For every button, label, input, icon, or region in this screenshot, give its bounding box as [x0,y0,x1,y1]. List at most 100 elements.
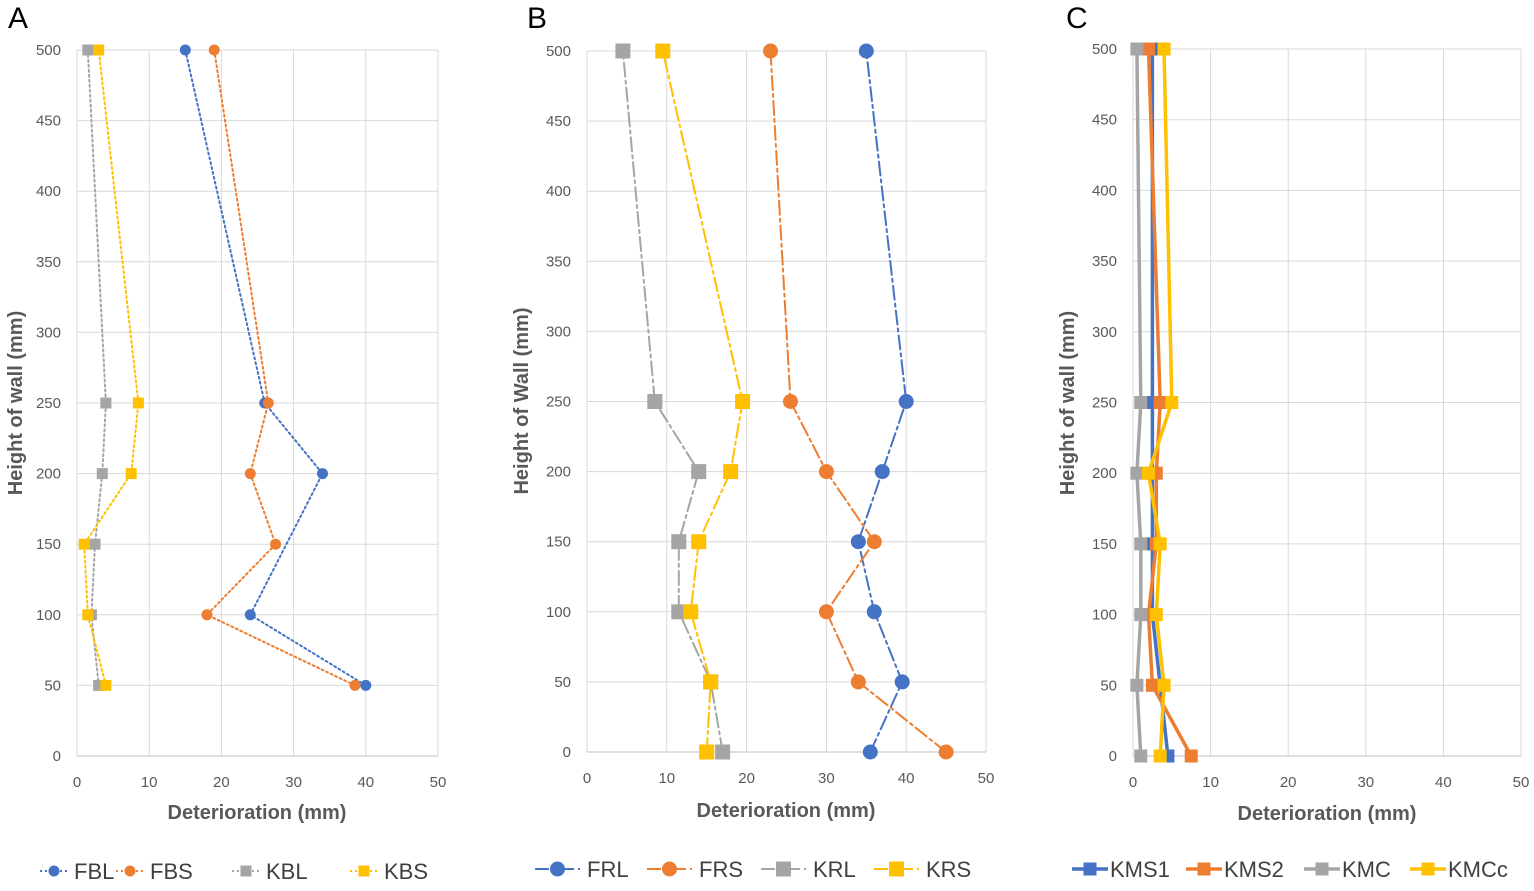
data-point [671,534,687,550]
data-point [1134,396,1148,409]
legend-marker [1197,862,1211,876]
legend-item-kms1: KMS1 [1072,857,1170,882]
x-tick-label: 30 [818,770,835,787]
data-point [691,534,707,550]
panel-letter: C [1066,2,1088,35]
data-point [850,534,866,550]
x-tick-label: 50 [430,774,447,791]
data-point [938,744,954,760]
x-tick-label: 10 [141,774,158,791]
legend-marker [889,861,904,877]
x-axis-title: Deterioration (mm) [168,802,347,824]
x-tick-label: 50 [978,770,995,787]
y-tick-label: 100 [1092,607,1117,624]
series-frl [850,43,914,760]
data-point [723,464,739,480]
y-tick-label: 50 [1100,677,1117,694]
x-axis-title: Deterioration (mm) [697,800,876,822]
data-point [1130,678,1144,692]
data-point [125,468,137,480]
series-line [206,49,356,687]
y-tick-label: 150 [546,534,571,551]
y-tick-label: 50 [554,674,571,691]
data-point [100,397,112,409]
y-tick-label: 200 [36,466,61,483]
data-point [894,674,910,690]
data-point [850,674,866,690]
legend-label: KMS2 [1224,857,1284,882]
legend-label: KMC [1342,857,1391,882]
legend-label: KRS [926,857,971,882]
data-point [1142,466,1156,480]
panel-letter: B [527,2,547,35]
data-point [647,394,663,409]
legend-marker [358,865,370,877]
legend-label: FBS [150,859,193,884]
data-point [1165,396,1179,409]
y-tick-label: 150 [1092,536,1117,553]
data-point [1130,42,1144,56]
legend-item-krl: KRL [761,857,856,882]
series-kbs [78,44,144,691]
y-tick-label: 100 [36,607,61,624]
x-tick-label: 50 [1513,774,1530,791]
y-tick-label: 100 [546,604,571,621]
data-point [82,44,94,56]
y-tick-label: 250 [1092,395,1117,412]
data-point [89,538,101,550]
y-tick-label: 400 [546,183,571,200]
y-tick-label: 350 [1092,253,1117,270]
legend-label: FBL [74,859,114,884]
legend-marker [662,861,677,877]
data-point [763,43,779,59]
data-point [874,464,890,480]
series-line [83,49,140,687]
data-point [132,397,144,409]
y-axis-title: Height of Wall (mm) [511,307,533,494]
data-point [683,604,699,620]
y-tick-label: 200 [1092,465,1117,482]
y-tick-label: 300 [36,324,61,341]
series-fbl [179,44,372,691]
y-tick-label: 500 [1092,41,1117,58]
data-point [100,679,112,691]
y-tick-label: 450 [1092,112,1117,129]
legend-item-frs: FRS [647,857,743,882]
y-axis-title: Height of wall (mm) [5,311,27,495]
data-point [1134,749,1148,763]
y-tick-label: 500 [546,43,571,60]
x-tick-label: 20 [738,770,755,787]
data-point [655,43,671,59]
data-point [270,538,282,550]
data-point [78,538,90,550]
legend-item-kmc: KMC [1304,857,1391,882]
data-point [862,744,878,760]
y-tick-label: 0 [53,748,61,765]
x-tick-label: 20 [213,774,230,791]
data-point [866,604,882,620]
legend-item-fbs: FBS [116,859,193,884]
legend-marker [776,861,791,877]
data-point [262,397,274,409]
data-point [1153,396,1167,409]
data-point [1153,749,1167,763]
y-tick-label: 350 [546,253,571,270]
legend-label: KRL [813,857,856,882]
data-point [179,44,191,56]
data-point [691,464,707,480]
data-point [1157,678,1171,692]
y-tick-label: 450 [36,113,61,130]
x-tick-label: 30 [285,774,302,791]
data-point [715,744,731,760]
series-kbl [82,44,112,691]
x-tick-label: 40 [357,774,374,791]
data-point [898,394,914,409]
legend-marker [48,865,60,877]
legend-label: KMS1 [1110,857,1170,882]
data-point [316,468,328,480]
data-point [703,674,719,690]
data-point [1145,678,1159,692]
data-point [671,604,687,620]
data-point [244,468,256,480]
